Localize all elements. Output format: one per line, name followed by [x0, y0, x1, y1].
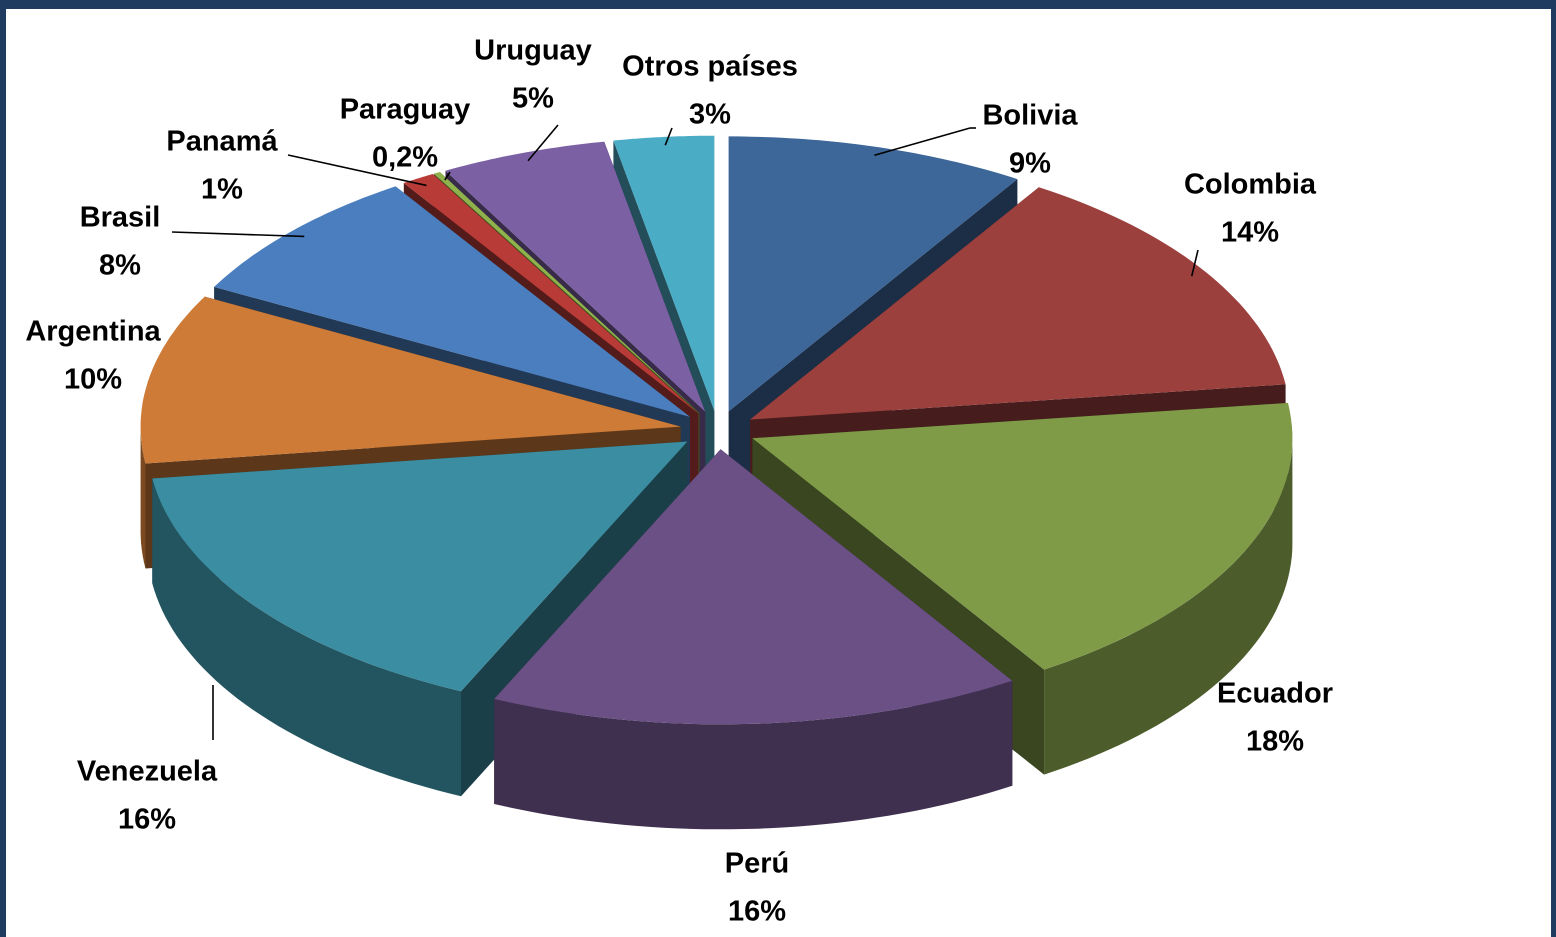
frame-left: [0, 0, 6, 937]
slice-label-value: 10%: [64, 364, 122, 396]
frame-right: [1551, 0, 1556, 937]
slice-label-value: 14%: [1221, 217, 1279, 249]
slice-label-value: 16%: [118, 804, 176, 836]
slice-top: [403, 174, 699, 414]
leader-line: [171, 231, 305, 238]
slice-label-value: 18%: [1246, 726, 1304, 758]
slice-top: [214, 186, 690, 417]
leader-line: [1190, 249, 1199, 277]
slice-label-value: 8%: [99, 250, 141, 282]
leader-line: [444, 171, 451, 181]
slice-outer-wall: [152, 478, 462, 797]
slice-label-name: Colombia: [1184, 169, 1317, 201]
leader-line: [874, 127, 971, 156]
slice-label-name: Paraguay: [340, 94, 471, 126]
slice-label-name: Ecuador: [1217, 678, 1333, 710]
slice-top: [494, 449, 1013, 725]
leader-line: [287, 154, 427, 187]
slice-label-value: 9%: [1009, 148, 1051, 180]
leader-line: [664, 127, 673, 146]
slice-label-name: Otros países: [622, 51, 798, 83]
slice: [494, 449, 1013, 830]
slices: [140, 135, 1293, 830]
slice-label-value: 3%: [689, 99, 731, 131]
slice-label-value: 5%: [512, 83, 554, 115]
slice-outer-wall: [1044, 438, 1293, 775]
slice-label-value: 0,2%: [372, 142, 438, 174]
slice-label-name: Venezuela: [77, 756, 218, 788]
leader-line: [527, 124, 559, 162]
slice-label-name: Uruguay: [474, 35, 592, 67]
slice-label-name: Brasil: [80, 202, 161, 234]
slice-top: [433, 172, 700, 414]
slice-top: [728, 136, 1018, 412]
slice-outer-wall: [140, 426, 146, 569]
slice-top: [752, 402, 1293, 670]
slice-top: [152, 441, 688, 692]
slice-label-name: Bolivia: [982, 100, 1078, 132]
slice-top: [140, 296, 681, 464]
slice-outer-wall: [494, 680, 1013, 830]
slice-label-name: Argentina: [25, 316, 161, 348]
slice-top: [445, 141, 706, 412]
slice-label-value: 1%: [201, 174, 243, 206]
slice-label-value: 16%: [728, 896, 786, 928]
slice-label-name: Perú: [725, 848, 789, 880]
slice-top: [613, 135, 715, 411]
labels: Bolivia 9% Colombia 14% Ecuador 18% Perú 16% Ven…: [25, 35, 1333, 928]
frame-top: [0, 0, 1556, 9]
slice-top: [750, 187, 1286, 420]
slice-label-name: Panamá: [166, 126, 278, 158]
